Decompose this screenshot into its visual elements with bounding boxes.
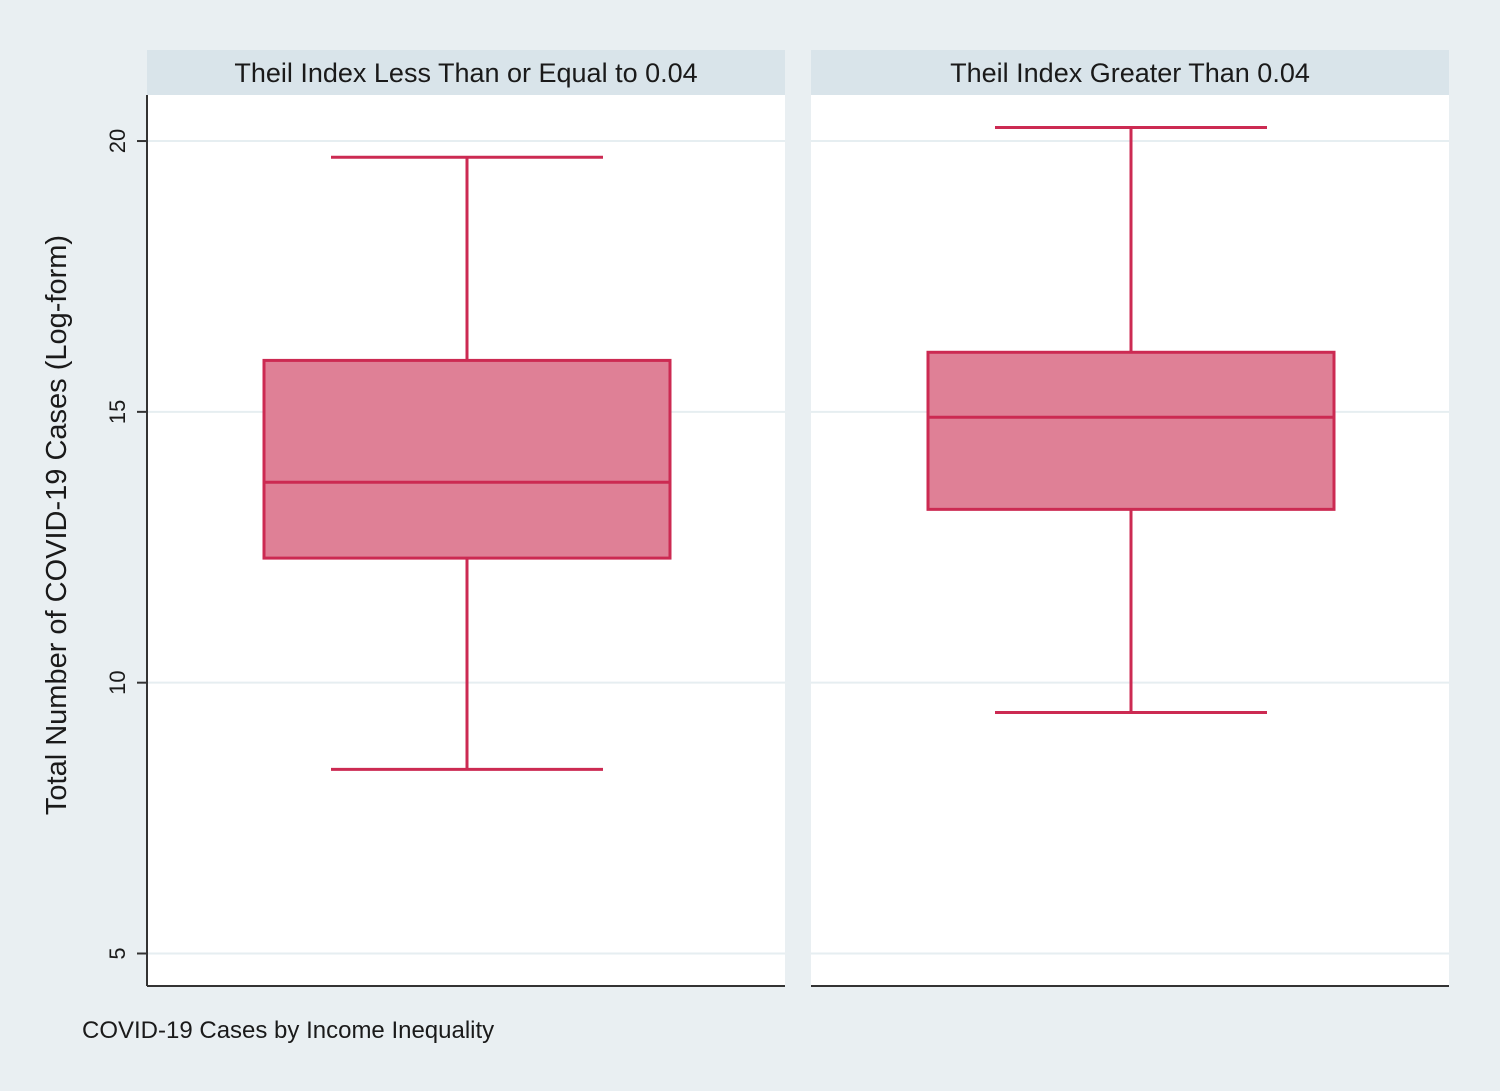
panel-1: Theil Index Less Than or Equal to 0.04: [147, 50, 785, 987]
y-tick-label: 15: [105, 400, 130, 424]
y-tick-label: 10: [105, 670, 130, 694]
panel-title: Theil Index Less Than or Equal to 0.04: [234, 58, 697, 88]
y-tick-label: 5: [105, 947, 130, 959]
panels-layer: Theil Index Less Than or Equal to 0.04 Th…: [147, 50, 1449, 987]
chart-caption: COVID-19 Cases by Income Inequality: [82, 1017, 494, 1044]
y-axis: 5 10 15 20: [105, 95, 148, 986]
panel-2: Theil Index Greater Than 0.04: [811, 50, 1449, 987]
panel-title: Theil Index Greater Than 0.04: [950, 58, 1310, 88]
panel-strip: [147, 50, 785, 95]
iqr-box: [262, 358, 672, 560]
y-axis-label: Total Number of COVID-19 Cases (Log-form…: [41, 235, 73, 815]
panel-strip: [811, 50, 1449, 95]
y-tick-label: 20: [105, 129, 130, 153]
iqr-box: [926, 350, 1336, 511]
